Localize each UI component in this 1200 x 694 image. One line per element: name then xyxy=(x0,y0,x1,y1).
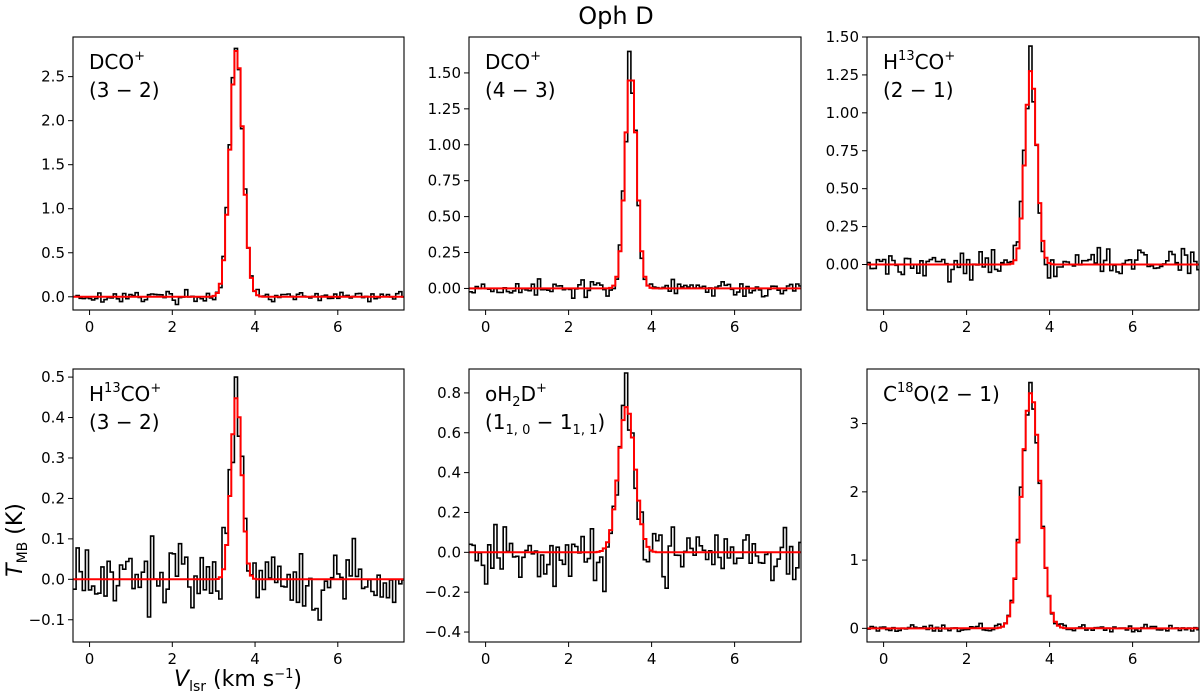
y-tick-label: 1.50 xyxy=(826,28,859,46)
y-tick-label: 0.75 xyxy=(826,142,859,160)
x-tick-label: 6 xyxy=(1128,318,1138,336)
x-tick-label: 0 xyxy=(879,318,889,336)
y-tick-label: 0.2 xyxy=(437,503,461,521)
plot-frame xyxy=(72,36,405,311)
panel-species-label: DCO+ xyxy=(485,49,541,74)
y-tick-label: −0.1 xyxy=(29,611,65,629)
y-axis-label: TMB (K) xyxy=(3,503,31,577)
y-tick-label: 0 xyxy=(849,619,859,637)
panel-species-label: DCO+ xyxy=(89,49,145,74)
plot-frame xyxy=(866,36,1200,311)
panel-transition-label: (4 − 3) xyxy=(485,78,556,102)
y-tick-label: 1.00 xyxy=(428,136,461,154)
y-tick-label: 0.25 xyxy=(826,218,859,236)
panel-dco-3-2: 0 2 4 6 0.0 0.5 1.0 1.5 2.0 2.5 DCO+ (3 − 2) xyxy=(41,36,405,336)
y-tick-label: 3 xyxy=(849,415,859,433)
x-tick-label: 6 xyxy=(730,318,740,336)
y-tick-label: 1.25 xyxy=(428,100,461,118)
panel-species-label: H13CO+ xyxy=(883,49,955,74)
x-tick-label: 0 xyxy=(85,318,95,336)
panel-c18o-2-1: 0 2 4 6 0 1 2 3 C18O(2 − 1) xyxy=(849,368,1200,668)
x-tick-label: 6 xyxy=(1128,650,1138,668)
gaussian-fit-line xyxy=(867,392,1199,630)
x-tick-label: 4 xyxy=(1045,650,1055,668)
x-tick-label: 2 xyxy=(962,650,972,668)
y-tick-label: 0.00 xyxy=(826,256,859,274)
y-tick-label: 0.0 xyxy=(41,570,65,588)
gaussian-fit-line xyxy=(73,397,404,581)
y-tick-label: 0.4 xyxy=(41,409,65,427)
panel-transition-label: (3 − 2) xyxy=(89,78,160,102)
x-tick-label: 0 xyxy=(481,650,491,668)
panel-species-label: H13CO+ xyxy=(89,381,161,406)
y-tick-label: −0.2 xyxy=(425,583,461,601)
y-tick-label: 2.5 xyxy=(41,68,65,86)
x-tick-label: 6 xyxy=(333,650,343,668)
x-tick-label: 2 xyxy=(564,650,574,668)
y-tick-label: 0.50 xyxy=(826,180,859,198)
plot-frame xyxy=(72,368,405,643)
panel-species-label: oH2D+ xyxy=(485,381,547,410)
y-tick-label: 2.0 xyxy=(41,112,65,130)
x-tick-label: 2 xyxy=(168,318,178,336)
x-tick-label: 2 xyxy=(962,318,972,336)
panel-transition-label: (2 − 1) xyxy=(883,78,954,102)
x-tick-label: 4 xyxy=(647,650,657,668)
y-tick-label: 1.5 xyxy=(41,156,65,174)
x-tick-label: 2 xyxy=(564,318,574,336)
x-tick-label: 4 xyxy=(250,650,260,668)
panel-transition-label: (11, 0 − 11, 1) xyxy=(485,410,605,438)
x-tick-label: 4 xyxy=(647,318,657,336)
panel-h13co-2-1: 0 2 4 6 0.00 0.25 0.50 0.75 1.00 1.25 1.50 H13CO+ (2… xyxy=(826,28,1200,336)
x-tick-label: 4 xyxy=(1045,318,1055,336)
y-tick-label: 0.25 xyxy=(428,244,461,262)
x-tick-label: 4 xyxy=(250,318,260,336)
x-tick-label: 0 xyxy=(481,318,491,336)
y-tick-label: 1.50 xyxy=(428,64,461,82)
y-tick-label: 0.0 xyxy=(437,543,461,561)
x-axis-label: Vlsr (km s−1) xyxy=(174,667,302,694)
x-tick-label: 6 xyxy=(730,650,740,668)
y-tick-label: 0.3 xyxy=(41,449,65,467)
x-tick-label: 2 xyxy=(168,650,178,668)
y-tick-label: 0.8 xyxy=(437,384,461,402)
gaussian-fit-line xyxy=(469,79,801,290)
y-tick-label: 0.5 xyxy=(41,244,65,262)
panels: 0 2 4 6 0.0 0.5 1.0 1.5 2.0 2.5 DCO+ (3 − 2) 0 2 4 6 0.0… xyxy=(29,28,1200,668)
x-tick-label: 0 xyxy=(85,650,95,668)
y-tick-label: 0.4 xyxy=(437,464,461,482)
gaussian-fit-line xyxy=(73,50,404,298)
y-tick-label: 1 xyxy=(849,551,859,569)
panel-h13co-3-2: 0 2 4 6 −0.1 0.0 0.1 0.2 0.3 0.4 0.5 H13CO+ (3 − 2) xyxy=(29,368,405,668)
y-tick-label: 0.00 xyxy=(428,279,461,297)
figure-title: Oph D xyxy=(578,2,653,30)
y-tick-label: 0.75 xyxy=(428,172,461,190)
plot-frame xyxy=(468,368,802,643)
observed-spectrum-line xyxy=(867,381,1199,633)
plot-frame xyxy=(866,368,1200,643)
panel-dco-4-3: 0 2 4 6 0.00 0.25 0.50 0.75 1.00 1.25 1.50 DCO+ (4 −… xyxy=(428,36,802,336)
y-tick-label: 1.00 xyxy=(826,104,859,122)
y-tick-label: 0.50 xyxy=(428,208,461,226)
y-tick-label: 2 xyxy=(849,483,859,501)
panel-transition-label: (3 − 2) xyxy=(89,410,160,434)
x-tick-label: 6 xyxy=(333,318,343,336)
gaussian-fit-line xyxy=(867,70,1199,266)
y-tick-label: 0.5 xyxy=(41,368,65,386)
y-tick-label: 0.0 xyxy=(41,288,65,306)
y-tick-label: 0.1 xyxy=(41,530,65,548)
panel-oh2d-1-1: 0 2 4 6 −0.4 −0.2 0.0 0.2 0.4 0.6 0.8 oH2D+(11, 0 −… xyxy=(425,368,802,668)
plot-frame xyxy=(468,36,802,311)
panel-species-label: C18O(2 − 1) xyxy=(883,381,1000,406)
x-tick-label: 0 xyxy=(879,650,889,668)
y-tick-label: 0.2 xyxy=(41,489,65,507)
y-tick-label: 0.6 xyxy=(437,424,461,442)
y-tick-label: −0.4 xyxy=(425,623,461,641)
y-tick-label: 1.25 xyxy=(826,66,859,84)
y-tick-label: 1.0 xyxy=(41,200,65,218)
gaussian-fit-line xyxy=(469,406,801,554)
